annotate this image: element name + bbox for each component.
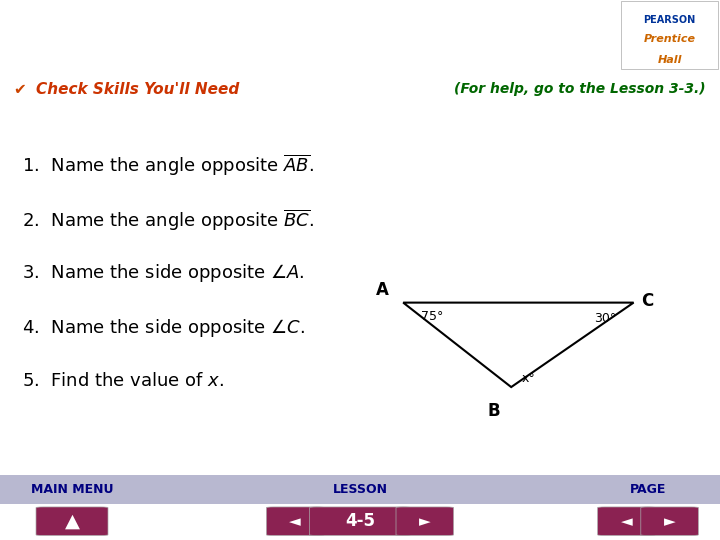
Text: x°: x°: [522, 372, 536, 385]
Text: Hall: Hall: [657, 55, 682, 65]
FancyBboxPatch shape: [598, 507, 655, 536]
Text: MAIN MENU: MAIN MENU: [31, 483, 113, 496]
Text: 4.  Name the side opposite $\angle C$.: 4. Name the side opposite $\angle C$.: [22, 318, 305, 339]
FancyBboxPatch shape: [641, 507, 698, 536]
Text: ◄: ◄: [289, 514, 301, 529]
Text: ►: ►: [419, 514, 431, 529]
Text: ►: ►: [664, 514, 675, 529]
Text: Check Skills You'll Need: Check Skills You'll Need: [36, 82, 239, 97]
FancyBboxPatch shape: [36, 507, 108, 536]
Text: 4-5: 4-5: [345, 512, 375, 530]
FancyBboxPatch shape: [0, 475, 720, 504]
Text: Isosceles and Equilateral Triangles: Isosceles and Equilateral Triangles: [14, 19, 558, 48]
FancyBboxPatch shape: [266, 507, 324, 536]
Text: A: A: [376, 281, 389, 299]
Text: PEARSON: PEARSON: [644, 16, 696, 25]
Text: PAGE: PAGE: [630, 483, 666, 496]
Text: (For help, go to the Lesson 3-3.): (For help, go to the Lesson 3-3.): [454, 82, 706, 96]
FancyBboxPatch shape: [396, 507, 454, 536]
Text: ▲: ▲: [65, 512, 79, 531]
Text: ◄: ◄: [621, 514, 632, 529]
Text: Prentice: Prentice: [644, 33, 696, 44]
Text: 30°: 30°: [594, 312, 616, 325]
Text: 2.  Name the angle opposite $\overline{BC}$.: 2. Name the angle opposite $\overline{BC…: [22, 207, 314, 233]
Text: ✔: ✔: [13, 82, 26, 97]
Text: 3.  Name the side opposite $\angle A$.: 3. Name the side opposite $\angle A$.: [22, 262, 305, 284]
FancyBboxPatch shape: [621, 2, 718, 69]
Text: 1.  Name the angle opposite $\overline{AB}$.: 1. Name the angle opposite $\overline{AB…: [22, 152, 313, 178]
Text: LESSON: LESSON: [333, 483, 387, 496]
Text: 5.  Find the value of $x$.: 5. Find the value of $x$.: [22, 373, 224, 390]
Text: C: C: [641, 292, 653, 310]
FancyBboxPatch shape: [310, 507, 410, 536]
Text: B: B: [487, 402, 500, 420]
Text: 75°: 75°: [421, 310, 444, 323]
Text: GEOMETRY LESSON 4-5: GEOMETRY LESSON 4-5: [14, 51, 126, 60]
